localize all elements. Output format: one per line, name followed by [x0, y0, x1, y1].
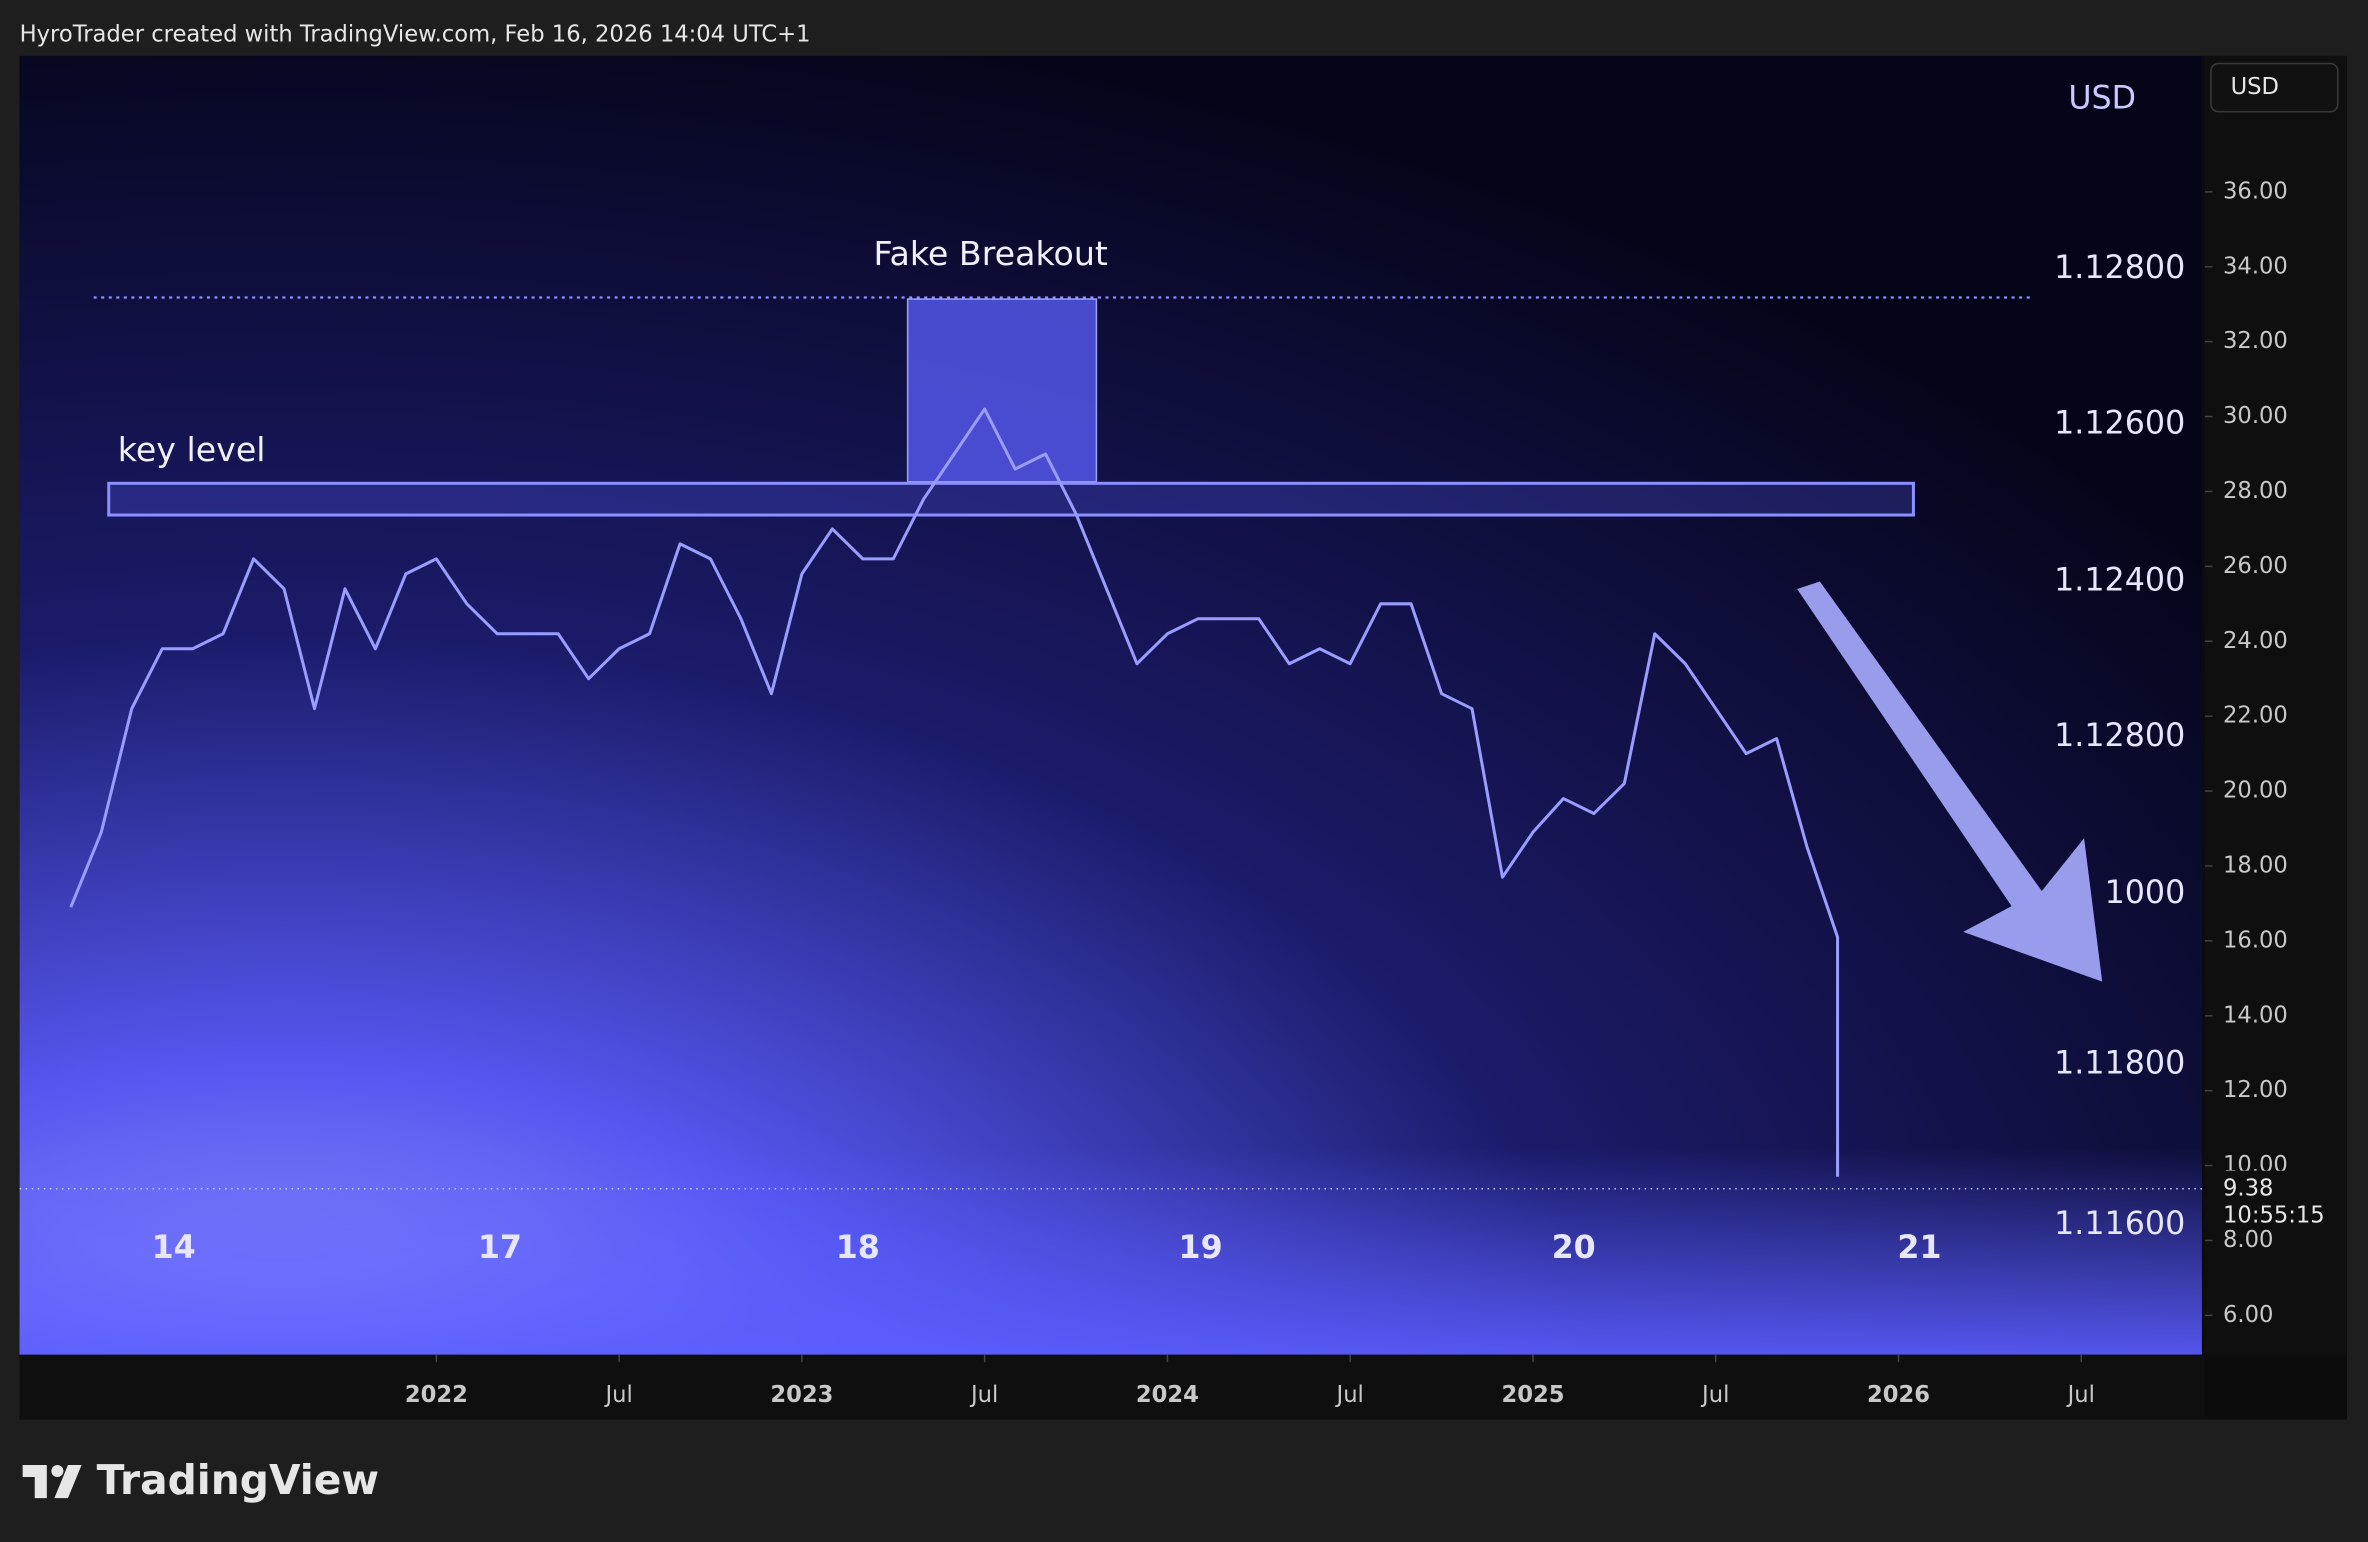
- overlay-y-label: 1.11600: [2054, 1206, 2185, 1242]
- overlay-y-label: 1.12600: [2054, 405, 2185, 441]
- overlay-y-label: 1000: [2105, 875, 2186, 911]
- overlay-x-label: 17: [478, 1230, 522, 1266]
- footer-brand: TradingView: [97, 1456, 379, 1504]
- logo-dot: [51, 1464, 64, 1478]
- x-tick-label: 2023: [770, 1382, 833, 1408]
- y-tick-label: 36.00: [2223, 178, 2288, 204]
- breakout-box: [906, 298, 1098, 483]
- last-price-box: [2207, 1170, 2344, 1229]
- overlay-x-label: 21: [1897, 1230, 1941, 1266]
- price-axis: [2204, 55, 2347, 1355]
- overlay-y-label: 1.12800: [2054, 250, 2185, 286]
- y-tick-label: 26.00: [2223, 553, 2288, 579]
- down-arrow: [1797, 581, 2103, 982]
- y-tick-label: 28.00: [2223, 478, 2288, 504]
- time-axis: [19, 1354, 2205, 1420]
- y-tick-label: 24.00: [2223, 628, 2288, 654]
- x-tick-label: Jul: [603, 1382, 632, 1408]
- y-tick-label: 16.00: [2223, 927, 2288, 953]
- x-tick-label: Jul: [969, 1382, 998, 1408]
- overlay-y-label: 1.11800: [2054, 1046, 2185, 1082]
- x-tick-label: 2024: [1136, 1382, 1199, 1408]
- y-tick-label: 14.00: [2223, 1002, 2288, 1028]
- y-tick-label: 22.00: [2223, 703, 2288, 729]
- y-tick-label: 8.00: [2223, 1227, 2273, 1253]
- currency-button[interactable]: [2210, 62, 2339, 113]
- overlay-y-label: 1.12800: [2054, 718, 2185, 754]
- x-tick-label: 2022: [405, 1382, 468, 1408]
- y-tick-label: 6.00: [2223, 1302, 2273, 1328]
- x-tick-label: 2025: [1501, 1382, 1564, 1408]
- breakout-label: Fake Breakout: [873, 234, 1107, 273]
- x-tick-label: 2026: [1867, 1382, 1930, 1408]
- x-tick-label: Jul: [1335, 1382, 1364, 1408]
- countdown-label: 10:55:15: [2223, 1202, 2325, 1228]
- overlay-y-label: 1.12400: [2054, 562, 2185, 598]
- x-tick-label: Jul: [1700, 1382, 1729, 1408]
- header-title: HyroTrader created with TradingView.com,…: [20, 21, 811, 47]
- price-line: [69, 407, 1840, 1177]
- plot-glow: [19, 1147, 2202, 1355]
- overlay-x-label: 14: [152, 1230, 196, 1266]
- overlay-x-label: 20: [1552, 1230, 1596, 1266]
- key-level-zone: [107, 481, 1915, 517]
- x-tick-label: Jul: [2066, 1382, 2095, 1408]
- tv-logo: [22, 1464, 82, 1499]
- y-tick-label: 18.00: [2223, 852, 2288, 878]
- annotations: [69, 296, 2103, 1177]
- overlay-x-label: 19: [1179, 1230, 1223, 1266]
- y-tick-label: 34.00: [2223, 253, 2288, 279]
- y-tick-label: 20.00: [2223, 778, 2288, 804]
- y-tick-label: 32.00: [2223, 328, 2288, 354]
- logo-mark: [22, 1464, 82, 1499]
- y-tick-label: 30.00: [2223, 403, 2288, 429]
- overlay-unit: USD: [2068, 81, 2136, 117]
- y-tick-label: 12.00: [2223, 1077, 2288, 1103]
- key-level-label: key level: [118, 430, 266, 469]
- last-price-label: 9.38: [2223, 1175, 2273, 1201]
- currency-label[interactable]: USD: [2231, 74, 2279, 100]
- overlay-x-label: 18: [836, 1230, 880, 1266]
